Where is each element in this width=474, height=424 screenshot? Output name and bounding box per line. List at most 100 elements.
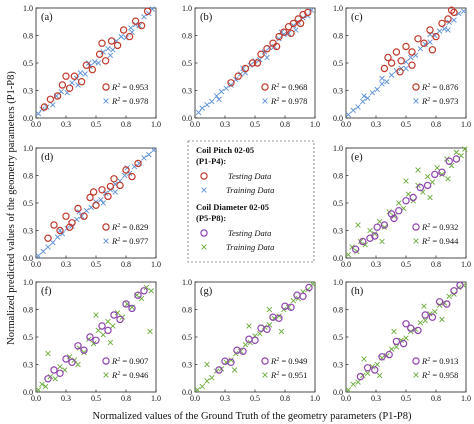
r2-value: R2 = 0.944 xyxy=(421,236,459,246)
legend-training-label: Training Data xyxy=(226,185,274,195)
training-point xyxy=(54,234,61,240)
y-tick-label: 1.0 xyxy=(23,278,33,287)
y-tick-label: 1.0 xyxy=(23,144,33,153)
testing-point xyxy=(86,333,94,341)
x-tick-label: 0.8 xyxy=(121,260,131,269)
testing-point xyxy=(257,50,265,58)
training-point xyxy=(240,65,246,72)
testing-point xyxy=(98,322,106,330)
testing-point xyxy=(280,28,288,36)
y-tick-label: 0.8 xyxy=(333,32,343,41)
training-point xyxy=(367,227,373,234)
training-point xyxy=(257,330,263,337)
training-point xyxy=(246,323,252,329)
testing-point xyxy=(445,157,453,165)
testing-point xyxy=(62,355,70,363)
y-tick-label: 0.5 xyxy=(23,199,33,208)
testing-point xyxy=(272,42,281,51)
testing-point xyxy=(414,35,422,43)
testing-point xyxy=(227,79,235,87)
training-point xyxy=(57,227,63,234)
testing-point xyxy=(77,77,86,86)
y-tick-label: 0.5 xyxy=(333,333,343,342)
testing-point xyxy=(119,26,128,34)
training-point xyxy=(216,96,222,103)
training-point xyxy=(462,146,468,152)
x-tick-label: 0.8 xyxy=(121,120,131,129)
testing-point xyxy=(275,314,283,323)
training-point xyxy=(422,317,428,324)
r2-value: R2 = 0.907 xyxy=(111,356,148,366)
training-point xyxy=(103,98,109,104)
testing-point xyxy=(40,103,49,111)
x-tick-label: 0.8 xyxy=(431,394,441,403)
training-point xyxy=(278,328,285,335)
training-point xyxy=(427,39,433,45)
testing-point xyxy=(116,181,124,190)
training-point xyxy=(436,28,443,34)
training-point xyxy=(82,71,88,77)
chart-panel: 0.00.0 0.3 0.3 0.5 0.5 0.8 0.8 1.0 1.0 (d) R2 = 0.… xyxy=(23,144,161,269)
training-point xyxy=(66,354,73,360)
r2-value: R2 = 0.968 xyxy=(270,82,307,92)
legend-group2-title: Coil Diameter 02-05 xyxy=(196,202,269,212)
training-point xyxy=(393,344,400,350)
testing-point xyxy=(380,64,389,73)
training-point xyxy=(309,281,316,287)
testing-point xyxy=(287,303,295,311)
x-tick-label: 0.3 xyxy=(371,260,381,269)
testing-point xyxy=(116,315,124,324)
y-tick-label: 1.0 xyxy=(333,278,343,287)
x-tick-label: 0.5 xyxy=(401,260,411,269)
training-point xyxy=(57,363,63,370)
training-point xyxy=(75,361,81,368)
training-point xyxy=(50,239,56,246)
training-point xyxy=(391,328,397,335)
panel-label: (b) xyxy=(200,12,213,23)
testing-point xyxy=(88,65,97,74)
training-point xyxy=(50,102,56,108)
training-point xyxy=(355,379,361,385)
training-point xyxy=(131,163,138,170)
testing-point xyxy=(53,92,62,100)
r2-value: R2 = 0.978 xyxy=(111,96,148,106)
x-tick-label: 0.8 xyxy=(280,394,290,403)
training-point xyxy=(242,341,249,348)
training-point xyxy=(141,14,147,20)
testing-point xyxy=(373,223,381,231)
training-point xyxy=(376,372,383,379)
y-tick-label: 0.5 xyxy=(182,333,192,342)
testing-point xyxy=(387,59,396,67)
training-point xyxy=(427,194,433,201)
training-point xyxy=(403,65,409,72)
testing-point xyxy=(44,375,52,383)
testing-point xyxy=(56,226,64,235)
testing-point xyxy=(384,53,392,62)
testing-point xyxy=(456,281,464,289)
legend-testing-label: Testing Data xyxy=(228,228,271,238)
r2-value: R2 = 0.913 xyxy=(421,356,458,366)
testing-point xyxy=(409,193,417,202)
training-point xyxy=(35,253,42,259)
y-tick-label: 0.0 xyxy=(23,254,33,263)
testing-point xyxy=(101,57,110,65)
chart-panel: 0.00.0 0.3 0.3 0.5 0.5 0.8 0.8 1.0 1.0 (h) R2 = 0.… xyxy=(333,278,471,403)
chart-panel: 0.00.0 0.3 0.3 0.5 0.5 0.8 0.8 1.0 1.0 (e) R2 = 0.… xyxy=(333,144,471,269)
y-tick-label: 1.0 xyxy=(333,144,343,153)
testing-point xyxy=(444,15,452,23)
training-point xyxy=(201,187,207,193)
training-point xyxy=(308,7,315,13)
training-point xyxy=(381,224,388,230)
training-point xyxy=(357,238,364,245)
training-point xyxy=(374,86,380,93)
training-point xyxy=(81,349,87,356)
training-point xyxy=(266,306,273,313)
testing-point xyxy=(428,46,437,54)
testing-point xyxy=(239,347,247,356)
training-point xyxy=(35,387,42,393)
training-point xyxy=(103,238,109,244)
testing-point xyxy=(122,300,130,308)
training-point xyxy=(100,332,106,338)
y-tick-label: 0.8 xyxy=(23,306,33,315)
training-point xyxy=(105,318,111,325)
